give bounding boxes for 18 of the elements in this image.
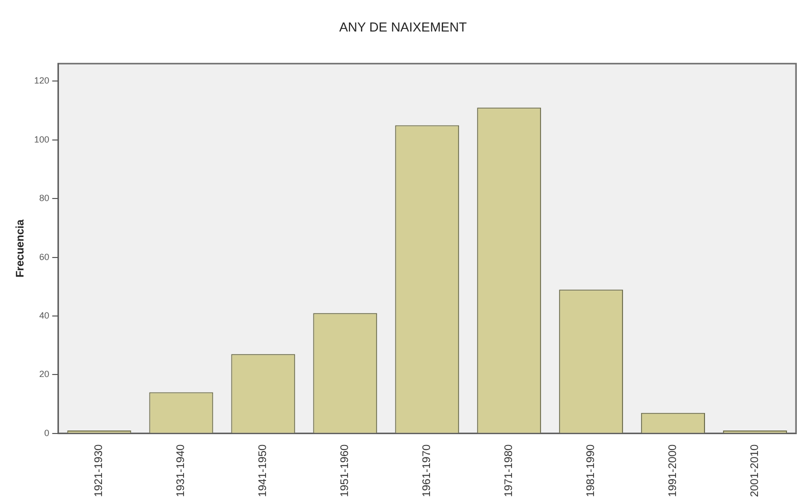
y-tick-label: 120 xyxy=(34,76,50,86)
x-tick-label: 1951-1960 xyxy=(339,444,352,498)
x-tick-label: 2001-2010 xyxy=(749,444,762,498)
y-tick-label: 0 xyxy=(44,428,50,438)
x-tick-label: 1941-1950 xyxy=(257,444,270,498)
x-tick-label: 1971-1980 xyxy=(503,444,516,498)
x-tick-label: 1931-1940 xyxy=(175,444,188,498)
chart-title: ANY DE NAIXEMENT xyxy=(339,19,467,34)
y-tick-label: 80 xyxy=(39,193,50,204)
x-tick-label: 1961-1970 xyxy=(421,444,434,498)
x-tick-label: 1981-1990 xyxy=(585,444,598,498)
y-tick-label: 40 xyxy=(39,310,50,320)
y-tick-label: 100 xyxy=(34,134,50,144)
x-tick-label: 1921-1930 xyxy=(93,444,106,498)
y-axis-title: Frecuencia xyxy=(14,218,27,278)
x-tick-label: 1991-2000 xyxy=(667,444,680,498)
y-tick-label: 20 xyxy=(39,369,50,380)
y-tick-label: 60 xyxy=(39,252,50,262)
